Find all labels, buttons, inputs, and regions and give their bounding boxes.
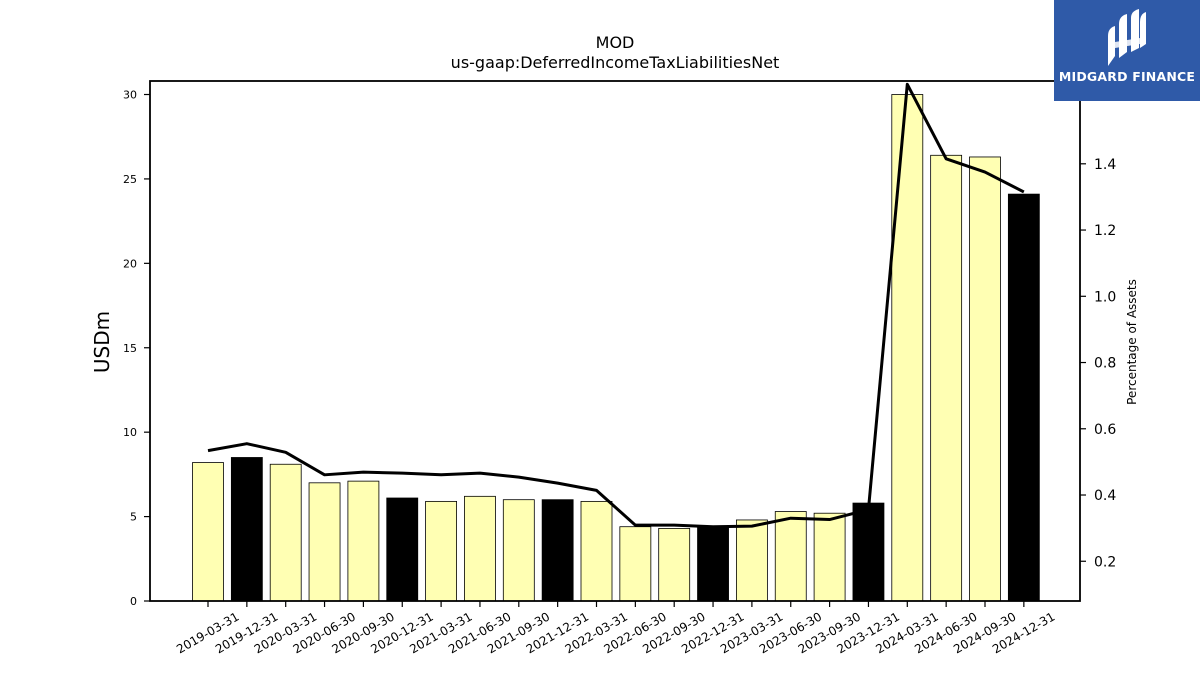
- y2-axis-label: Percentage of Assets: [1125, 279, 1139, 405]
- y-tick-label: 30: [123, 89, 137, 102]
- y2-tick-label: 1.4: [1094, 157, 1116, 173]
- chart-subtitle: us-gaap:DeferredIncomeTaxLiabilitiesNet: [451, 53, 780, 72]
- line-layer: [207, 82, 1025, 529]
- bar: [658, 528, 691, 602]
- bar: [774, 511, 807, 602]
- y-tick-label: 0: [130, 595, 137, 608]
- bar: [541, 499, 574, 602]
- series-line: [207, 82, 1025, 529]
- bars-layer: [192, 94, 1040, 602]
- y2-tick-label: 1.0: [1094, 289, 1116, 305]
- bar: [619, 526, 652, 602]
- bar: [230, 457, 263, 602]
- y-tick-label: 10: [123, 426, 137, 439]
- y-tick-label: 20: [123, 257, 137, 270]
- bar: [347, 480, 380, 602]
- bar: [464, 495, 496, 602]
- y2-tick-label: 1.2: [1094, 223, 1116, 239]
- bar: [502, 499, 535, 602]
- y2-tick-label: 0.2: [1094, 554, 1116, 570]
- chart-title: MOD: [596, 33, 635, 52]
- bar: [425, 500, 458, 602]
- bar: [580, 500, 613, 602]
- bar: [930, 154, 963, 602]
- brand-logo: MIDGARD FINANCE: [1054, 0, 1200, 101]
- bar: [386, 497, 419, 602]
- bar: [308, 482, 341, 602]
- logo-mark-icon: [1108, 9, 1146, 66]
- y-axis-label: USDm: [90, 311, 114, 373]
- bar: [1007, 193, 1040, 602]
- y-tick-label: 5: [130, 511, 137, 524]
- bar: [192, 462, 224, 602]
- bar: [697, 526, 729, 602]
- y-tick-label: 15: [123, 342, 137, 355]
- plot-frame: [149, 80, 1081, 602]
- y2-tick-label: 0.4: [1094, 488, 1116, 504]
- bar: [269, 463, 302, 602]
- bar: [852, 502, 885, 602]
- y2-tick-label: 0.6: [1094, 422, 1116, 438]
- y-tick-label: 25: [123, 173, 137, 186]
- bar: [736, 519, 768, 602]
- y2-tick-label: 0.8: [1094, 356, 1116, 372]
- bar: [969, 156, 1001, 602]
- bar: [813, 512, 846, 602]
- bar: [891, 94, 924, 602]
- logo-text: MIDGARD FINANCE: [1058, 69, 1196, 84]
